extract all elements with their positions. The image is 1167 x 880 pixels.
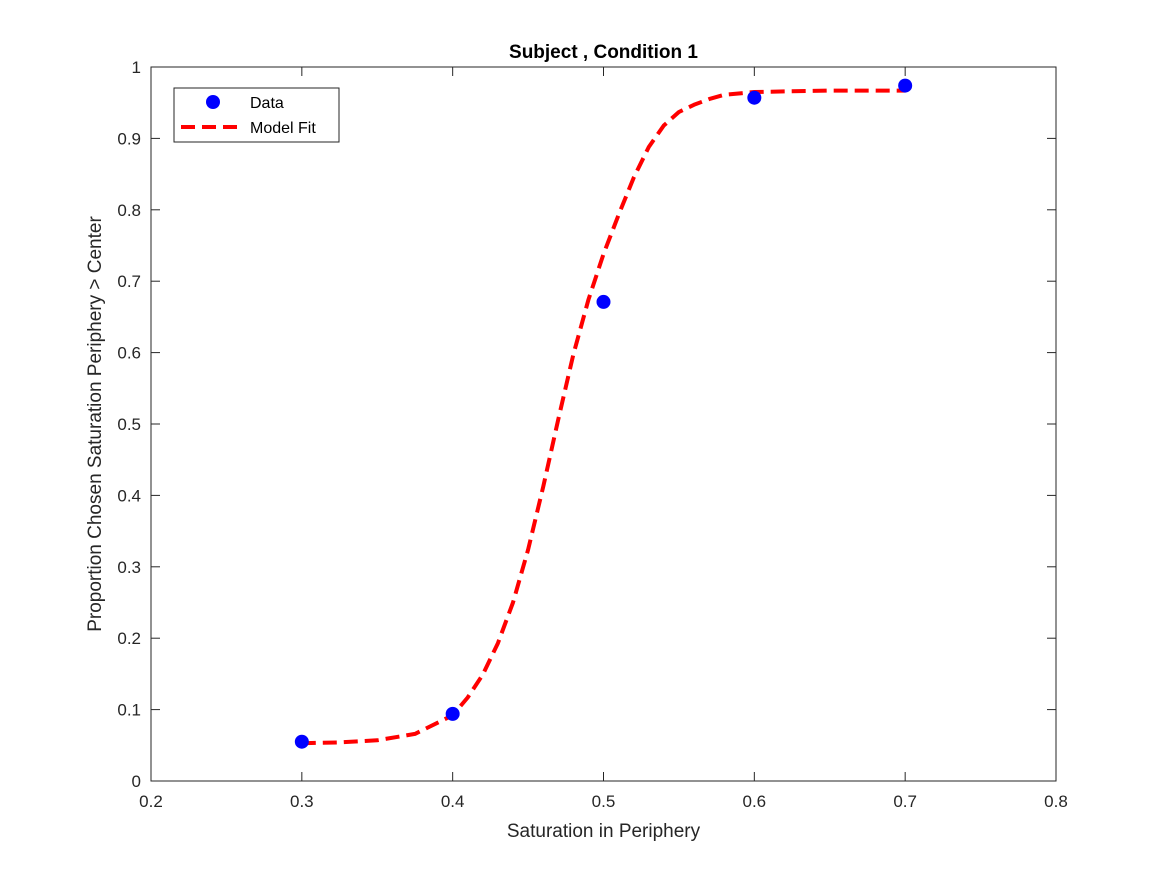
data-point [596,294,611,309]
x-tick-label: 0.2 [139,792,163,811]
y-tick-label: 1 [132,58,141,77]
chart-marks [294,78,913,749]
y-axis-label: Proportion Chosen Saturation Periphery >… [85,216,106,632]
data-point [294,734,309,749]
y-tick-label: 0.4 [117,486,141,505]
y-tick-label: 0.6 [117,344,141,363]
chart-title: Subject , Condition 1 [509,42,698,63]
data-point [898,78,913,93]
plot-border [150,66,1057,782]
legend-data-label: Data [250,95,284,112]
y-tick-label: 0.7 [117,272,141,291]
x-tick-label: 0.5 [592,792,616,811]
x-tick-label: 0.8 [1044,792,1068,811]
y-tick-label: 0.3 [117,558,141,577]
y-tick-label: 0.5 [117,415,141,434]
x-tick-label: 0.6 [743,792,767,811]
legend-box [173,87,340,143]
data-point [445,706,460,721]
y-tick-label: 0.1 [117,701,141,720]
y-tick-label: 0.9 [117,129,141,148]
legend-data-marker [206,95,220,109]
legend-model-fit-label: Model Fit [250,120,316,137]
y-tick-label: 0.8 [117,201,141,220]
x-tick-label: 0.3 [290,792,314,811]
plot-area [151,67,1056,781]
y-tick-label: 0.2 [117,629,141,648]
legend: Data Model Fit [173,87,340,143]
x-tick-label: 0.7 [893,792,917,811]
x-tick-label: 0.4 [441,792,465,811]
data-point [747,90,762,105]
y-tick-label: 0 [132,772,141,791]
tick-labels: 0.2 0.3 0.4 0.5 0.6 0.7 0.8 0 0.1 0.2 0.3 0.4 0.5 0.6… [117,58,1067,811]
x-axis-label: Saturation in Periphery [507,821,701,842]
